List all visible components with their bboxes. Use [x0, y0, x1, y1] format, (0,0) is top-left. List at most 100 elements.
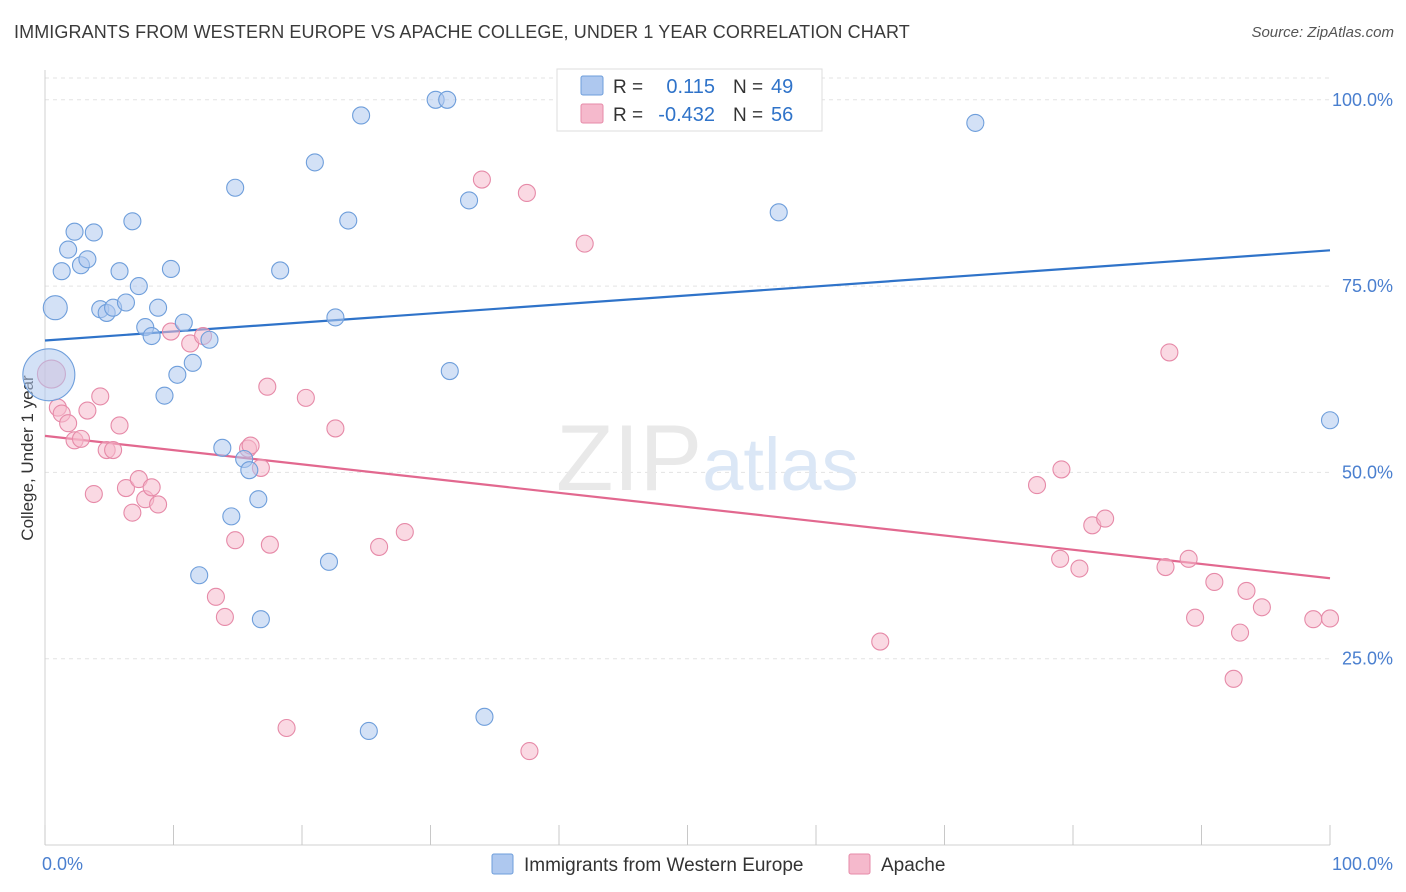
data-point-blue	[352, 106, 371, 125]
data-point-blue	[200, 330, 219, 349]
legend-r-value: -0.432	[658, 104, 715, 126]
data-point-pink	[1179, 549, 1198, 568]
source-label: Source: ZipAtlas.com	[1251, 24, 1394, 41]
data-point-pink	[84, 484, 103, 504]
data-point-blue	[142, 326, 161, 346]
trend-line-blue	[44, 249, 1331, 342]
data-point-pink	[1237, 581, 1256, 600]
legend-n-label: N =	[733, 105, 763, 126]
data-point-blue	[149, 298, 168, 317]
bottom-legend-label-blue: Immigrants from Western Europe	[524, 855, 803, 876]
data-point-pink	[1096, 509, 1115, 528]
legend-swatch-blue	[580, 75, 604, 96]
data-point-blue	[240, 461, 259, 480]
data-point-pink	[1186, 608, 1205, 627]
data-point-pink	[71, 429, 91, 448]
data-point-blue	[339, 211, 358, 230]
data-point-blue	[769, 203, 788, 222]
data-point-blue	[222, 507, 241, 526]
data-point-pink	[226, 531, 245, 550]
data-point-blue	[65, 222, 84, 241]
data-point-blue	[359, 721, 378, 741]
data-point-pink	[206, 587, 225, 606]
data-point-pink	[258, 377, 277, 396]
data-point-pink	[1052, 460, 1071, 479]
legend-n-value: 49	[771, 76, 793, 98]
legend-r-label: R =	[613, 105, 643, 126]
y-axis-title: College, Under 1 year	[18, 375, 37, 541]
data-point-pink	[370, 537, 389, 556]
data-point-blue	[1320, 411, 1340, 430]
data-point-blue	[110, 262, 129, 281]
data-point-pink	[517, 183, 536, 203]
data-point-blue	[305, 153, 324, 172]
data-point-blue	[966, 113, 985, 132]
data-point-blue	[116, 293, 136, 312]
data-point-blue	[129, 277, 148, 296]
data-point-blue	[22, 348, 76, 402]
data-point-pink	[1027, 476, 1047, 495]
data-point-pink	[78, 401, 97, 420]
data-point-pink	[871, 632, 890, 651]
chart-title: IMMIGRANTS FROM WESTERN EUROPE VS APACHE…	[14, 22, 910, 42]
data-point-blue	[459, 191, 479, 210]
data-point-pink	[1070, 559, 1089, 578]
data-point-blue	[123, 212, 142, 231]
y-tick-label: 50.0%	[1342, 462, 1393, 482]
data-point-blue	[52, 262, 71, 281]
data-point-pink	[91, 387, 110, 406]
bottom-legend-swatch-blue	[491, 853, 514, 875]
data-point-pink	[110, 416, 129, 435]
data-point-pink	[1156, 557, 1175, 577]
data-point-pink	[1224, 669, 1243, 688]
data-point-blue	[183, 353, 202, 372]
data-point-blue	[42, 295, 68, 321]
data-point-blue	[319, 552, 339, 571]
data-point-pink	[296, 388, 315, 407]
data-point-blue	[213, 438, 232, 457]
data-point-pink	[215, 607, 234, 627]
data-point-pink	[1252, 598, 1271, 617]
y-tick-label: 75.0%	[1342, 276, 1393, 296]
data-point-blue	[440, 362, 459, 381]
data-point-pink	[59, 414, 78, 433]
y-tick-label: 100.0%	[1332, 90, 1393, 110]
data-point-blue	[59, 240, 78, 259]
data-point-blue	[161, 259, 180, 279]
data-point-pink	[123, 503, 142, 522]
data-point-pink	[149, 495, 168, 514]
data-point-pink	[129, 470, 148, 489]
y-tick-label: 25.0%	[1342, 649, 1393, 669]
data-point-pink	[1320, 609, 1340, 628]
legend-r-label: R =	[613, 77, 643, 98]
data-point-pink	[472, 170, 491, 189]
data-point-blue	[226, 178, 245, 197]
data-point-pink	[1160, 343, 1179, 362]
data-point-blue	[174, 313, 193, 332]
x-tick-label-left: 0.0%	[42, 854, 83, 874]
data-point-blue	[271, 261, 290, 280]
legend-n-label: N =	[733, 77, 763, 98]
data-point-pink	[326, 419, 345, 438]
data-point-pink	[575, 234, 594, 253]
data-point-blue	[190, 566, 209, 585]
data-point-blue	[438, 90, 457, 109]
data-point-pink	[142, 478, 161, 497]
data-point-pink	[260, 535, 279, 554]
data-point-blue	[155, 386, 174, 405]
legend-n-value: 56	[771, 104, 793, 126]
data-point-blue	[475, 707, 494, 726]
x-tick-label-right: 100.0%	[1332, 854, 1393, 874]
data-point-blue	[78, 250, 97, 269]
data-point-pink	[395, 522, 414, 542]
data-point-blue	[168, 365, 187, 384]
data-point-pink	[1304, 610, 1323, 629]
data-point-pink	[1051, 549, 1070, 568]
bottom-legend-swatch-pink	[848, 853, 871, 875]
bottom-legend-label-pink: Apache	[881, 855, 945, 876]
data-point-blue	[326, 308, 345, 327]
data-point-blue	[251, 610, 270, 629]
watermark: ZIPatlas	[556, 405, 859, 510]
data-point-pink	[1231, 623, 1250, 642]
